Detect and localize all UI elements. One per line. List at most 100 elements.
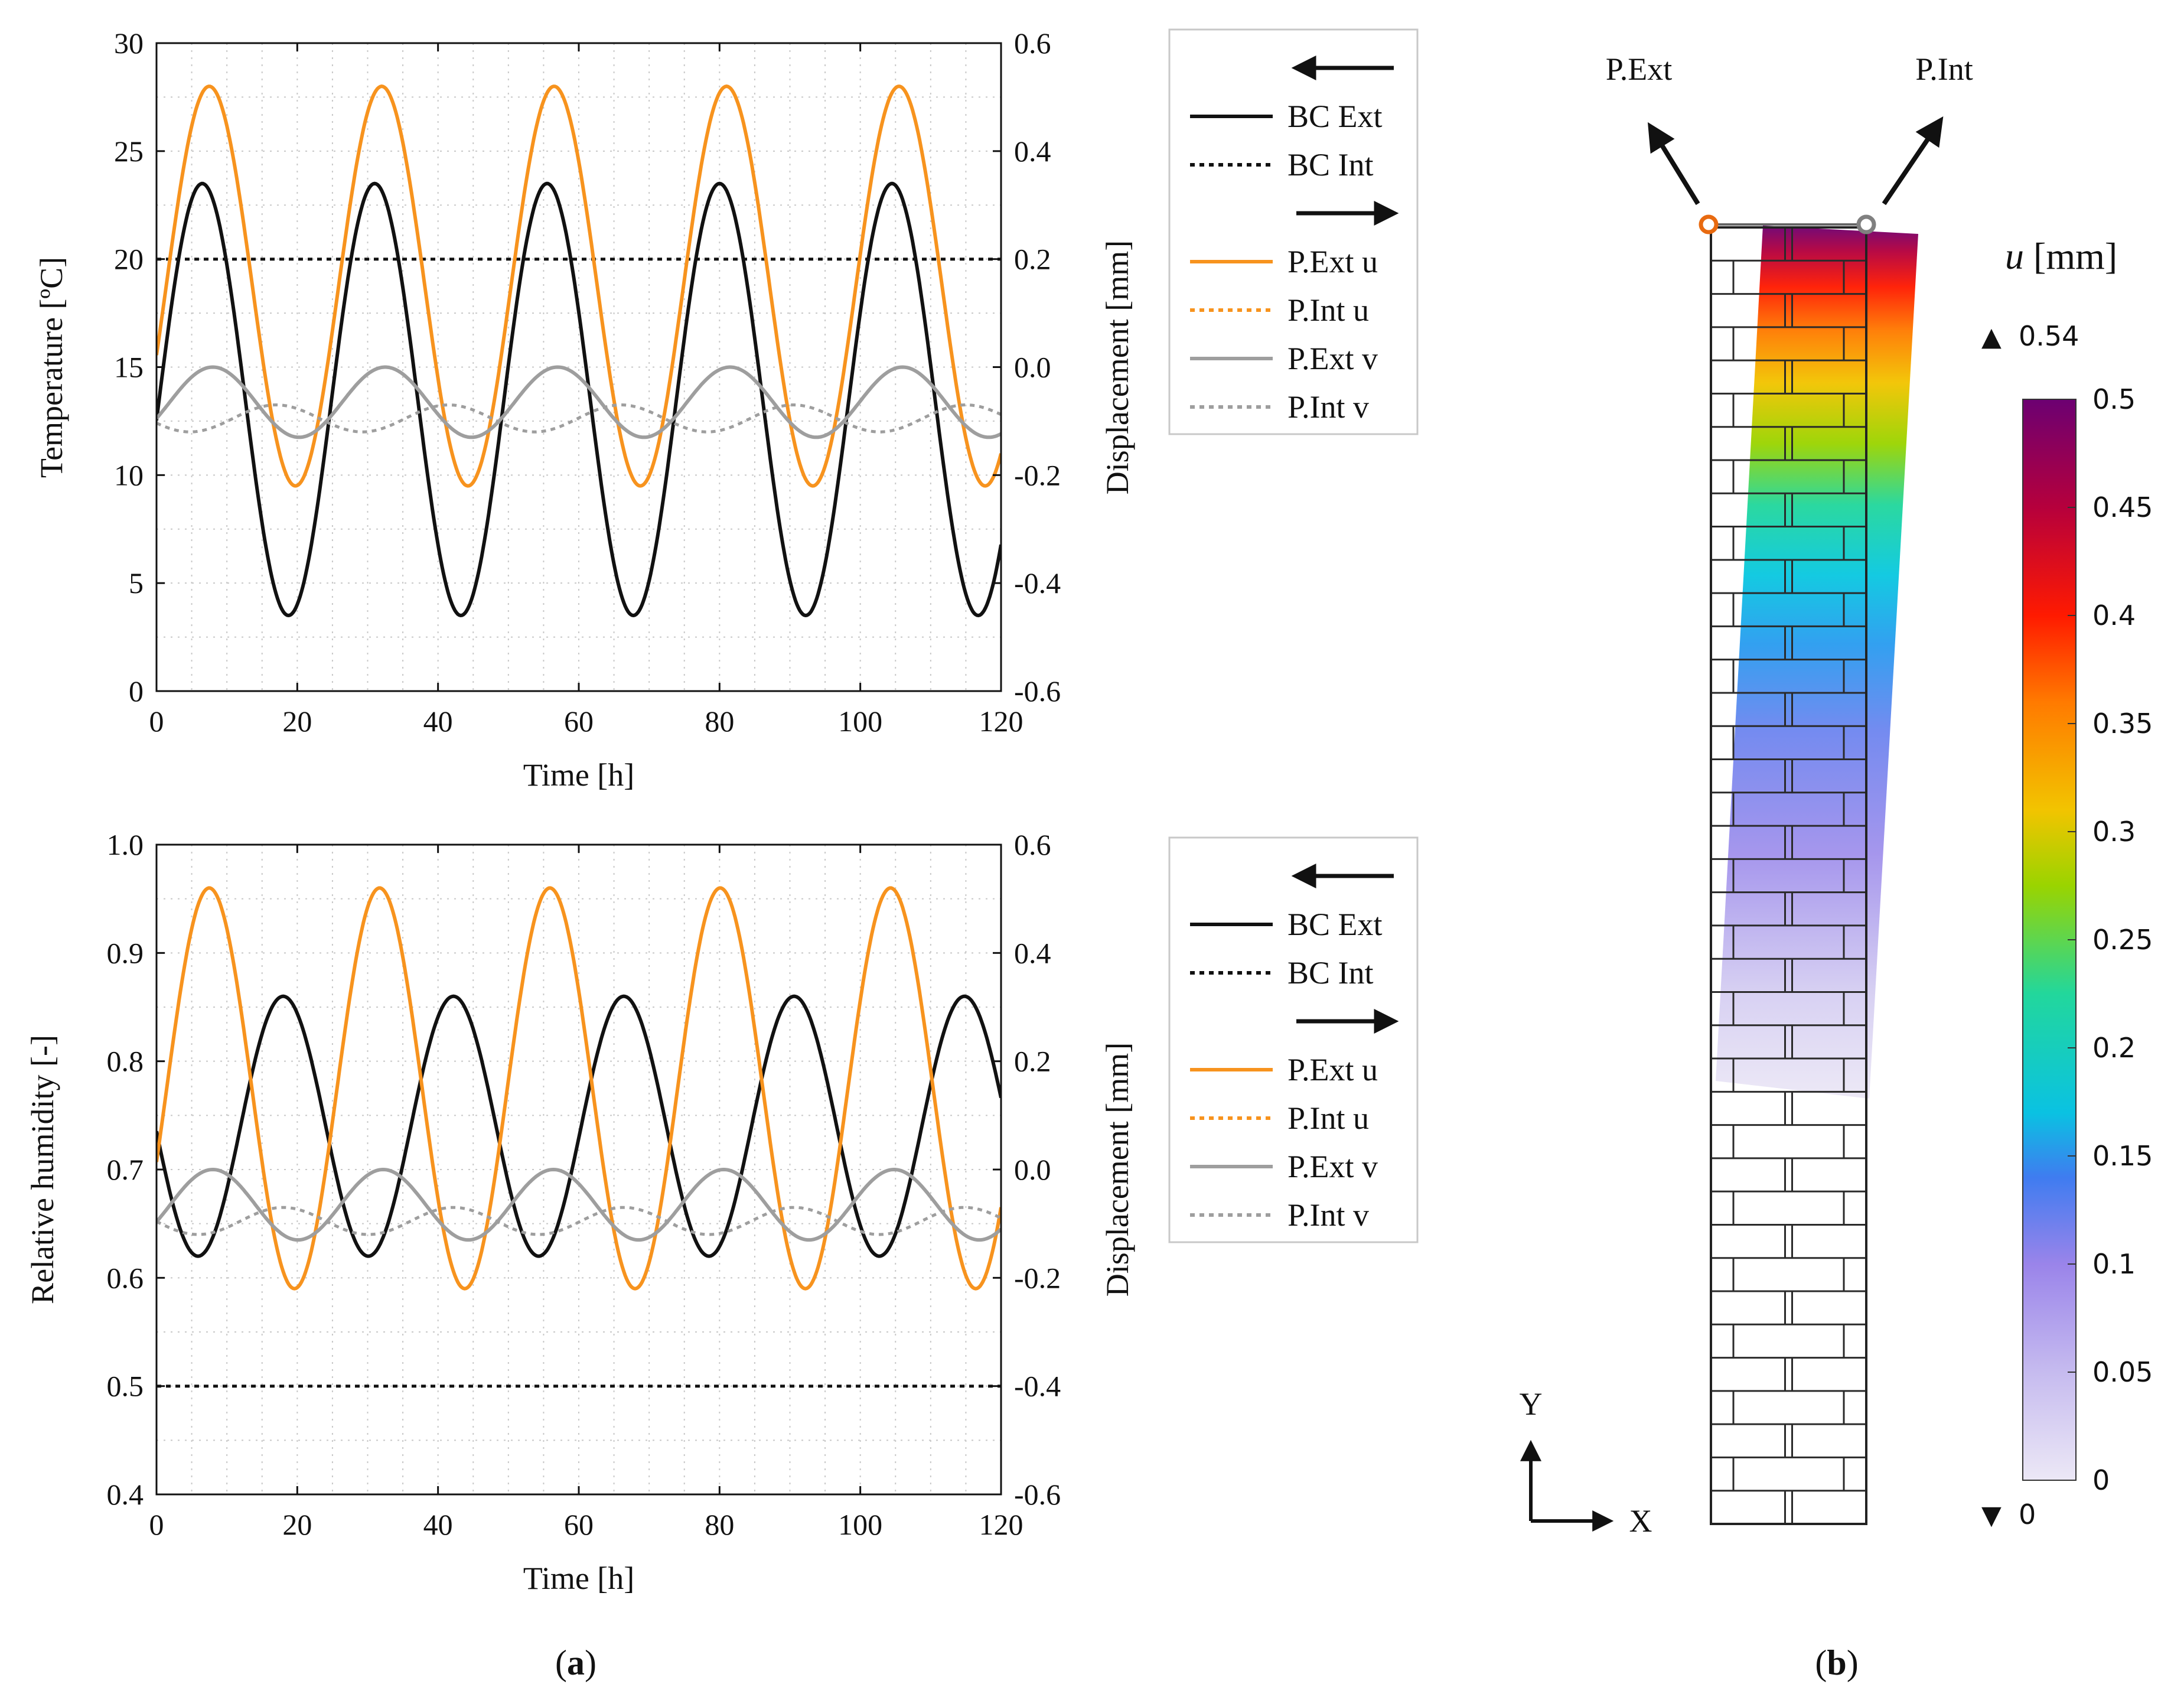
legend-label: P.Int v: [1287, 1197, 1369, 1233]
x-tick-label: 40: [423, 705, 453, 738]
y2-tick-label: -0.4: [1014, 1370, 1061, 1403]
colorbar-title: u [mm]: [2005, 235, 2117, 277]
y2-tick-label: 0.0: [1014, 1153, 1051, 1186]
x-tick-label: 80: [705, 705, 734, 738]
colorbar-tick-label: 0.15: [2092, 1140, 2153, 1172]
top-grid: [157, 43, 1001, 691]
y-tick-label: 0.8: [107, 1045, 144, 1078]
colorbar-min-triangle-icon: ▼: [1981, 1500, 2002, 1530]
colorbar-tick-label: 0.5: [2092, 383, 2136, 415]
colorbar-ticks: 0 0.05 0.1 0.15 0.2 0.25 0.3 0.35 0.4 0.45 0.5: [2068, 383, 2153, 1496]
series-line-p-int-v: [157, 403, 1001, 434]
bottom-y2-axis-label: Displacement [mm]: [1100, 1043, 1135, 1297]
wall-diagram: P.Ext P.Int Y X: [1520, 51, 1973, 1539]
y-tick-label: 0.9: [107, 936, 144, 969]
x-tick-label: 100: [838, 705, 882, 738]
colorbar-tick-label: 0.05: [2092, 1356, 2153, 1388]
legend-label: BC Ext: [1287, 907, 1383, 942]
top-series-lines: [157, 84, 1001, 618]
x-tick-label: 20: [282, 1508, 312, 1541]
colorbar-tick-label: 0.35: [2092, 708, 2153, 740]
y-axis-letter: Y: [1520, 1386, 1543, 1422]
colorbar-tick-label: 0.4: [2092, 600, 2136, 631]
colorbar-tick-label: 0.1: [2092, 1248, 2136, 1280]
bottom-ticks: 0 20 40 60 80 100 120 0.4 0.5 0.6 0.7 0.8 0.9 1.0 -0.6…: [107, 828, 1061, 1541]
legend-label: BC Ext: [1287, 99, 1383, 134]
y2-tick-label: 0.4: [1014, 135, 1051, 168]
x-tick-label: 20: [282, 705, 312, 738]
legend-label: BC Int: [1287, 955, 1374, 991]
series-line-bc-ext: [157, 181, 1001, 618]
top-legend: BC Ext BC Int P.Ext u P.Int u P.Ext v P.Int v: [1168, 28, 1419, 435]
y2-tick-label: 0.4: [1014, 936, 1051, 969]
top-y2-axis-label: Displacement [mm]: [1100, 240, 1135, 494]
brick-mesh: [1711, 227, 1866, 1524]
x-tick-label: 80: [705, 1508, 734, 1541]
y2-tick-label: -0.2: [1014, 458, 1061, 491]
y2-tick-label: 0.2: [1014, 1045, 1051, 1078]
x-tick-label: 120: [979, 1508, 1023, 1541]
x-tick-label: 0: [149, 705, 164, 738]
y-tick-label: 0: [129, 675, 144, 708]
x-tick-label: 60: [564, 1508, 594, 1541]
panel-label-b: (b): [1815, 1643, 1858, 1682]
legend-label: P.Int u: [1287, 292, 1369, 328]
y2-tick-label: 0.2: [1014, 243, 1051, 276]
y-tick-label: 25: [114, 135, 144, 168]
y2-tick-label: -0.6: [1014, 675, 1061, 708]
colorbar-tick-label: 0.2: [2092, 1032, 2136, 1064]
y2-tick-label: 0.0: [1014, 351, 1051, 384]
top-plot-frame: [155, 42, 1002, 692]
y-tick-label: 1.0: [107, 828, 144, 861]
y-tick-label: 5: [129, 566, 144, 600]
legend-label: P.Int u: [1287, 1100, 1369, 1136]
y-tick-label: 20: [114, 243, 144, 276]
y-tick-label: 0.5: [107, 1370, 144, 1403]
bottom-grid: [157, 845, 1001, 1494]
x-tick-label: 40: [423, 1508, 453, 1541]
y-tick-label: 0.4: [107, 1478, 144, 1511]
series-line-p-ext-u: [157, 886, 1001, 1291]
series-line-p-ext-v: [157, 365, 1001, 439]
top-y-axis-label: Temperature [ºC]: [34, 257, 69, 478]
legend-label: P.Ext u: [1287, 1052, 1378, 1087]
label-p-ext: P.Ext: [1606, 51, 1673, 87]
legend-label: BC Int: [1287, 147, 1374, 183]
legend-label: P.Ext u: [1287, 244, 1378, 279]
y-tick-label: 10: [114, 458, 144, 491]
bottom-legend: BC Ext BC Int P.Ext u P.Int u P.Ext v P.Int v: [1168, 836, 1419, 1243]
label-p-int: P.Int: [1915, 51, 1973, 87]
wall-outline: [1710, 226, 1867, 1525]
point-ext-marker: [1699, 214, 1719, 234]
legend-label: P.Int v: [1287, 389, 1369, 425]
y-tick-label: 0.7: [107, 1153, 144, 1186]
legend-box: [1168, 836, 1419, 1243]
y-tick-label: 30: [114, 27, 144, 60]
chart-bottom: 0 20 40 60 80 100 120 0.4 0.5 0.6 0.7 0.8 0.9 1.0 -0.6…: [25, 828, 1419, 1596]
chart-top: 0 20 40 60 80 100 120 0 5 10 15 20 25 30 -0.6 -0.4 -0.2 0…: [34, 27, 1419, 793]
deformed-wall-contour: [1716, 226, 1918, 1099]
arrow-to-pint: [1882, 116, 1944, 206]
top-ticks: 0 20 40 60 80 100 120 0 5 10 15 20 25 30 -0.6 -0.4 -0.2 0…: [114, 27, 1061, 738]
y2-tick-label: -0.6: [1014, 1478, 1061, 1511]
colorbar-max-triangle-icon: ▲: [1981, 322, 2002, 352]
series-line-p-ext-u: [157, 84, 1001, 488]
y-tick-label: 15: [114, 351, 144, 384]
colorbar: u [mm] ▲ 0.54 0 0.05 0.1 0.15 0.2 0.25 0.3 0.35…: [1981, 235, 2153, 1530]
colorbar-max-label: 0.54: [2019, 320, 2079, 352]
legend-box: [1168, 28, 1419, 435]
series-line-bc-ext: [157, 994, 1001, 1258]
y2-tick-label: 0.6: [1014, 828, 1051, 861]
colorbar-tick-label: 0.3: [2092, 816, 2136, 848]
top-x-axis-label: Time [h]: [523, 757, 635, 793]
y-tick-label: 0.6: [107, 1261, 144, 1294]
bottom-y-axis-label: Relative humidity [-]: [25, 1035, 60, 1304]
x-tick-label: 60: [564, 705, 594, 738]
panel-label-a: (a): [555, 1643, 596, 1682]
bottom-plot-frame: [155, 843, 1002, 1496]
bottom-x-axis-label: Time [h]: [523, 1561, 635, 1596]
colorbar-tick-label: 0: [2092, 1464, 2110, 1496]
series-line-p-int-v: [157, 1206, 1001, 1236]
x-tick-label: 0: [149, 1508, 164, 1541]
colorbar-min-label: 0: [2019, 1499, 2036, 1530]
